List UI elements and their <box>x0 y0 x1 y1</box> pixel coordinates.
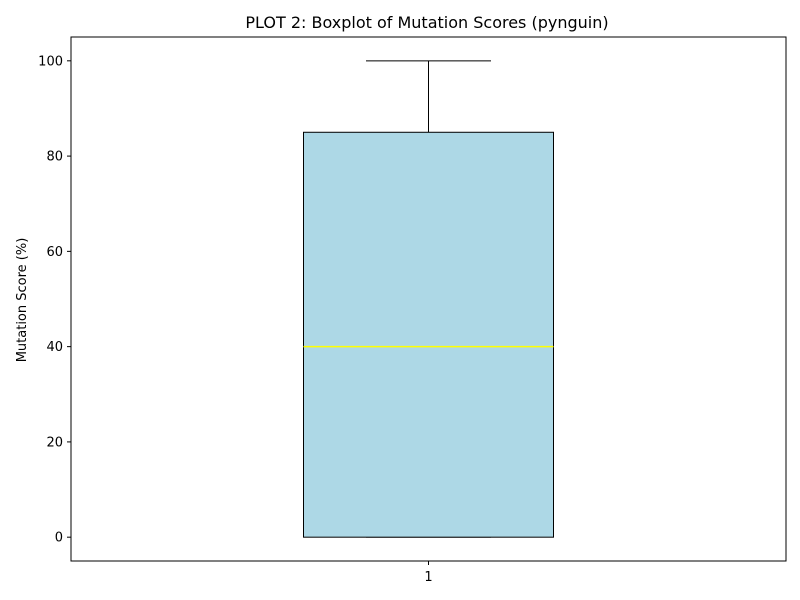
chart-title: PLOT 2: Boxplot of Mutation Scores (pyng… <box>245 13 608 32</box>
plot-area-frame <box>70 36 787 562</box>
y-tick-label: 0 <box>55 531 63 546</box>
box <box>303 131 554 538</box>
y-tick-label: 60 <box>46 245 63 260</box>
x-tick-label: 1 <box>424 570 432 585</box>
y-tick-label: 20 <box>46 435 63 450</box>
y-tick-label: 80 <box>46 150 63 165</box>
y-tick-label: 100 <box>38 54 63 69</box>
y-tick-label: 40 <box>46 340 63 355</box>
y-axis-label: Mutation Score (%) <box>15 238 30 363</box>
